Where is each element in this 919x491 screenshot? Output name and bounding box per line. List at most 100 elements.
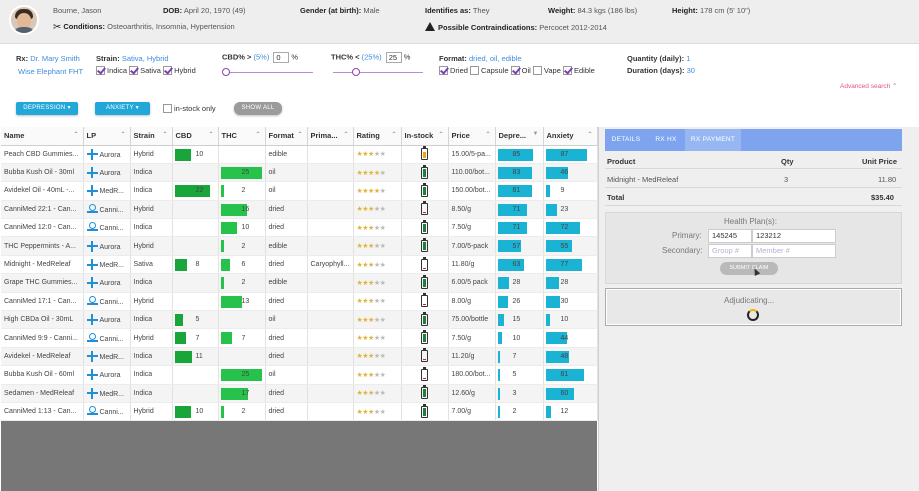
tab-rx-payment[interactable]: RX PAYMENT [685, 129, 741, 151]
format-edible-checkbox[interactable]: Edible [562, 66, 595, 75]
format-vape-checkbox[interactable]: Vape [532, 66, 561, 75]
table-row[interactable]: Avidekel Oil - 40mL -... MedR... Indica 22 2… [1, 181, 598, 201]
col-format-header[interactable]: Format ⌃ [265, 127, 308, 146]
strain-cell: Sativa [130, 255, 173, 275]
table-row[interactable]: CanniMed 22:1 - Can... Canni... Hybrid 16 dr… [1, 200, 598, 220]
table-row[interactable]: High CBDa Oil - 30mL Aurora Indica 5 oil ★★★★… [1, 310, 598, 330]
col-depression-header[interactable]: Depre... ▼ [495, 127, 544, 146]
battery-full-icon [420, 182, 428, 197]
rating-cell: ★★★★★ [353, 402, 402, 422]
col-name-header[interactable]: Name ⌃ [1, 127, 84, 146]
sort-arrow-icon: ⌃ [120, 132, 126, 138]
star-rating-icon: ★★★★★ [356, 390, 386, 398]
primary-terpene-cell [307, 236, 354, 256]
anxiety-dropdown[interactable]: ANXIETY ▾ [95, 102, 150, 115]
thc-input[interactable]: 25 [385, 52, 402, 63]
secondary-group-input[interactable]: Group # [708, 244, 752, 258]
col-primary-terpene-header[interactable]: Prima... ⌃ [307, 127, 354, 146]
thc-bar [220, 405, 224, 418]
cbd-slider[interactable] [225, 72, 313, 73]
product-name-cell: CanniMed 1:13 - Can... [1, 402, 84, 422]
rating-cell: ★★★★★ [353, 273, 402, 293]
format-capsule-checkbox[interactable]: Capsule [470, 66, 509, 75]
table-row[interactable]: Bubba Kush Oil - 30ml Aurora Indica 25 oil ★★… [1, 163, 598, 183]
table-row[interactable]: CanniMed 1:13 - Can... Canni... Hybrid 10 2 d… [1, 402, 598, 422]
cbd-slider-handle[interactable] [222, 68, 230, 76]
lp-cell: Canni... [83, 328, 131, 348]
secondary-member-input[interactable]: Member # [752, 244, 836, 258]
table-row[interactable]: CanniMed 17:1 - Can... Canni... Hybrid 13 dr… [1, 292, 598, 312]
star-rating-icon: ★★★★★ [356, 206, 386, 214]
table-row[interactable]: Bubba Kush Oil - 60ml Aurora Indica 25 oil ★★… [1, 365, 598, 385]
table-row[interactable]: Midnight - MedReleaf MedR... Sativa 8 6 dried… [1, 255, 598, 275]
lp-cell: Canni... [83, 218, 131, 238]
strain-cell: Hybrid [130, 292, 173, 312]
col-anxiety-header[interactable]: Anxiety ⌃ [543, 127, 598, 146]
format-cell: dried [265, 218, 308, 238]
format-cell: edible [265, 236, 308, 256]
thc-bar [220, 277, 224, 290]
sort-arrow-icon: ⌃ [438, 132, 444, 138]
primary-terpene-cell [307, 310, 354, 330]
col-instock-header[interactable]: In-stock ⌃ [401, 127, 449, 146]
thc-slider-handle[interactable] [352, 68, 360, 76]
format-oil-checkbox[interactable]: Oil [510, 66, 531, 75]
primary-label: Primary: [672, 231, 702, 240]
col-cbd-header[interactable]: CBD ⌃ [172, 127, 219, 146]
cbd-cell: 5 [172, 310, 219, 330]
table-row[interactable]: Sedamen - MedReleaf MedR... Indica 17 dried ★… [1, 384, 598, 403]
depression-cell: 63 [495, 255, 544, 275]
aurora-logo-icon [86, 387, 98, 399]
star-rating-icon: ★★★★★ [356, 243, 386, 251]
gender-field: Gender (at birth): Male [300, 6, 380, 15]
table-row[interactable]: Peach CBD Gummies... Aurora Hybrid 10 edible… [1, 145, 598, 164]
tab-details[interactable]: DETAILS [611, 136, 641, 143]
thc-slider[interactable] [333, 72, 423, 73]
table-row[interactable]: Avidekel - MedReleaf MedR... Indica 11 dried… [1, 347, 598, 367]
product-name-cell: CanniMed 12:0 - Can... [1, 218, 84, 238]
price-cell: 11.80/g [448, 255, 496, 275]
show-all-button[interactable]: SHOW ALL [234, 102, 282, 115]
format-dried-checkbox[interactable]: Dried [439, 66, 468, 75]
depression-bar [497, 148, 534, 161]
primary-member-input[interactable]: 123212 [752, 229, 836, 243]
lp-cell: Aurora [83, 365, 131, 385]
strain-field: Strain: Sativa, Hybrid [96, 54, 169, 63]
adjudicating-text: Adjudicating... [724, 296, 775, 305]
col-price-header[interactable]: Price ⌃ [448, 127, 496, 146]
instock-checkbox[interactable]: in-stock only [163, 104, 216, 113]
height-field: Height: 178 cm (5' 10") [672, 6, 751, 15]
anxiety-cell: 28 [543, 273, 598, 293]
strain-sativa-checkbox[interactable]: Sativa [129, 66, 161, 75]
sort-arrow-icon: ⌃ [73, 132, 79, 138]
depression-bar [497, 369, 500, 382]
product-name-cell: Bubba Kush Oil - 30ml [1, 163, 84, 183]
table-row[interactable]: THC Peppermints - A... Aurora Hybrid 2 edibl… [1, 236, 598, 256]
strain-checkboxes: Indica Sativa Hybrid [96, 66, 196, 75]
col-strain-header[interactable]: Strain ⌃ [130, 127, 173, 146]
col-thc-header[interactable]: THC ⌃ [218, 127, 266, 146]
price-cell: 180.00/bot... [448, 365, 496, 385]
lp-cell: MedR... [83, 181, 131, 201]
depression-dropdown[interactable]: DEPRESSION ▾ [16, 102, 78, 115]
product-name-cell: CanniMed 17:1 - Can... [1, 292, 84, 312]
anxiety-cell: 9 [543, 181, 598, 201]
table-row[interactable]: Grape THC Gummies... Aurora Indica 2 edible ★… [1, 273, 598, 293]
col-lp-header[interactable]: LP ⌃ [83, 127, 131, 146]
primary-terpene-cell [307, 145, 354, 164]
aurora-logo-icon [86, 259, 98, 271]
col-rating-header[interactable]: Rating ⌃ [353, 127, 402, 146]
lp-cell: Aurora [83, 273, 131, 293]
cbd-cell: 10 [172, 145, 219, 164]
advanced-search-link[interactable]: Advanced search ⌃ [840, 83, 898, 90]
strain-hybrid-checkbox[interactable]: Hybrid [163, 66, 196, 75]
primary-group-input[interactable]: 145245 [708, 229, 752, 243]
tab-rx-hx[interactable]: RX HX [655, 136, 677, 143]
table-row[interactable]: CanniMed 9:9 - Canni... Canni... Hybrid 7 7 d… [1, 328, 598, 348]
sort-arrow-icon: ⌃ [255, 132, 261, 138]
format-cell: dried [265, 255, 308, 275]
submit-claim-button[interactable]: SUBMIT CLAIM [720, 262, 778, 275]
table-row[interactable]: CanniMed 12:0 - Can... Canni... Indica 10 dr… [1, 218, 598, 238]
strain-indica-checkbox[interactable]: Indica [96, 66, 127, 75]
cbd-input[interactable]: 0 [273, 52, 290, 63]
